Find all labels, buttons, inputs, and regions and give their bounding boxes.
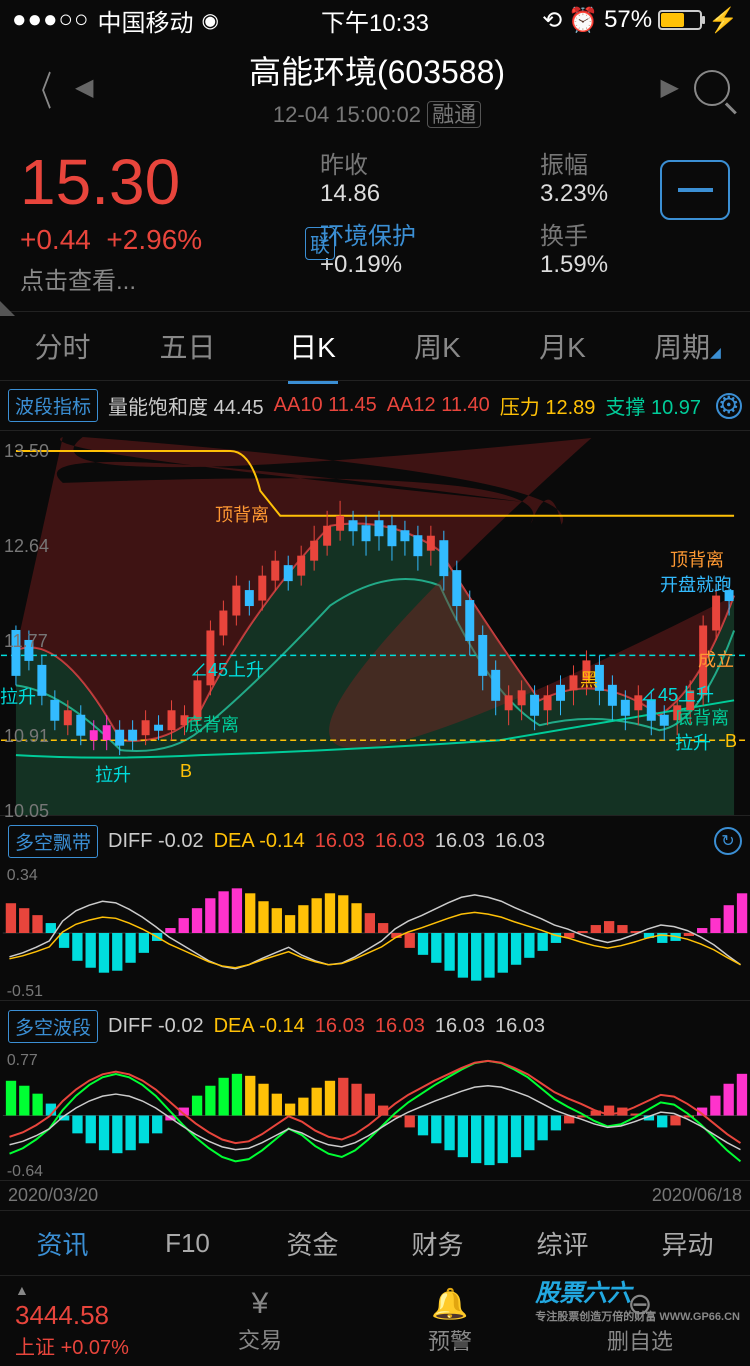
lock-icon: ⟲: [542, 6, 562, 35]
y-axis-label: 13.50: [4, 441, 49, 462]
quote-panel[interactable]: 15.30 +0.44 +2.96% 点击查看... 昨收14.86 振幅3.2…: [0, 135, 750, 311]
svg-text:-0.64: -0.64: [7, 1163, 43, 1180]
search-icon[interactable]: [694, 70, 730, 106]
sector-value: +0.19%: [320, 251, 510, 279]
bottom-tab-财务[interactable]: 财务: [375, 1225, 500, 1262]
sector-label[interactable]: 环境保护: [320, 216, 510, 251]
indicator-row: 波段指标 量能饱和度 44.45 AA10 11.45 AA12 11.40 压…: [0, 381, 750, 431]
stock-subtitle: 12-04 15:00:02 融通: [108, 97, 645, 129]
turnover-label: 换手: [540, 216, 730, 251]
svg-text:-0.51: -0.51: [7, 983, 43, 1000]
corner-expand-icon[interactable]: [0, 301, 15, 316]
price-change: +0.44 +2.96%: [20, 224, 300, 256]
timeframe-tabs: 分时五日日K周K月K周期◢: [0, 311, 750, 381]
chart-annotation: 顶背离: [215, 501, 269, 527]
support: 支撑 10.97: [605, 391, 701, 420]
status-time: 下午10:33: [254, 3, 496, 38]
tab-日K[interactable]: 日K: [250, 326, 375, 366]
tab-周期[interactable]: 周期◢: [625, 326, 750, 366]
chart-annotation: 顶背离: [670, 546, 724, 572]
battery-pct: 57%: [604, 6, 652, 34]
macd-chart-2[interactable]: 0.77 -0.64: [0, 1051, 750, 1181]
sub2-badge[interactable]: 多空波段: [8, 1010, 98, 1043]
chart-annotation: 拉升: [95, 761, 131, 787]
bottom-tab-异动[interactable]: 异动: [625, 1225, 750, 1262]
chart-annotation: 底背离: [675, 704, 729, 730]
bottom-tab-F10[interactable]: F10: [125, 1228, 250, 1259]
settings-icon[interactable]: [716, 393, 742, 419]
date-start: 2020/03/20: [8, 1185, 98, 1206]
turnover-value: 1.59%: [540, 251, 730, 279]
chart-annotation: 黑: [580, 666, 598, 692]
collapse-button[interactable]: [660, 160, 730, 220]
tab-五日[interactable]: 五日: [125, 326, 250, 366]
tab-分时[interactable]: 分时: [0, 326, 125, 366]
y-axis-label: 11.77: [4, 631, 48, 652]
chart-annotation: 成立: [698, 646, 734, 672]
bottom-tab-资金[interactable]: 资金: [250, 1225, 375, 1262]
price: 15.30: [20, 145, 300, 219]
tab-月K[interactable]: 月K: [500, 326, 625, 366]
chart-annotation: B: [180, 761, 192, 782]
chart-annotation: B: [725, 731, 737, 752]
refresh-icon[interactable]: ↻: [714, 827, 742, 855]
tab-周K[interactable]: 周K: [375, 326, 500, 366]
date-end: 2020/06/18: [652, 1185, 742, 1206]
sub1-badge[interactable]: 多空飘带: [8, 825, 98, 858]
prev-close-value: 14.86: [320, 180, 510, 208]
watermark-logo: 股票六六专注股票创造万倍的财富 WWW.GP66.CN: [535, 1273, 740, 1324]
signal-dots: ●●●○○: [12, 6, 89, 34]
chart-annotation: 拉升: [675, 729, 711, 755]
charge-icon: ⚡: [708, 6, 738, 35]
sub1-indicator-row: 多空飘带 DIFF -0.02 DEA -0.14 16.03 16.03 16…: [0, 816, 750, 866]
back-icon[interactable]: 〈: [28, 59, 52, 117]
prev-close-label: 昨收: [320, 145, 510, 180]
sub2-indicator-row: 多空波段 DIFF -0.02 DEA -0.14 16.03 16.03 16…: [0, 1001, 750, 1051]
footer-预警[interactable]: 🔔预警: [355, 1287, 545, 1356]
candlestick-chart[interactable]: 13.5012.6411.7710.9110.05顶背离∠45上升底背离拉升拉升…: [0, 431, 750, 816]
index-ticker[interactable]: ▲ 3444.58 上证 +0.07%: [15, 1282, 165, 1360]
alarm-icon: ⏰: [568, 6, 598, 35]
svg-text:0.34: 0.34: [7, 867, 38, 884]
stock-title: 高能环境(603588): [108, 47, 645, 93]
click-hint: 点击查看...: [20, 261, 300, 296]
pressure: 压力 12.89: [500, 391, 596, 420]
header: 〈 ◀ 高能环境(603588) 12-04 15:00:02 融通 ▶: [0, 40, 750, 135]
wifi-icon: ◉: [201, 8, 218, 33]
chart-annotation: 底背离: [185, 711, 239, 737]
aa10: AA10 11.45: [274, 394, 377, 417]
y-axis-label: 12.64: [4, 536, 49, 557]
status-bar: ●●●○○ 中国移动 ◉ 下午10:33 ⟲ ⏰ 57% ⚡: [0, 0, 750, 40]
chart-annotation: ∠45上升: [190, 656, 264, 682]
bottom-tabs: 资讯F10资金财务综评异动: [0, 1211, 750, 1276]
y-axis-label: 10.91: [4, 726, 49, 747]
chart-annotation: 拉升: [0, 683, 36, 709]
footer-交易[interactable]: ¥交易: [165, 1287, 355, 1356]
prev-stock-icon[interactable]: ◀: [60, 73, 108, 102]
y-axis-label: 10.05: [4, 801, 49, 822]
date-axis: 2020/03/20 2020/06/18: [0, 1181, 750, 1211]
bottom-tab-综评[interactable]: 综评: [500, 1225, 625, 1262]
carrier: 中国移动: [97, 3, 193, 38]
svg-text:0.77: 0.77: [7, 1052, 38, 1069]
aa12: AA12 11.40: [387, 394, 490, 417]
indicator-badge[interactable]: 波段指标: [8, 389, 98, 422]
bottom-tab-资讯[interactable]: 资讯: [0, 1225, 125, 1262]
lian-badge[interactable]: 联: [305, 227, 335, 260]
chart-annotation: 开盘就跑: [660, 571, 732, 597]
macd-chart-1[interactable]: 0.34 -0.51: [0, 866, 750, 1001]
vol-saturation: 量能饱和度 44.45: [108, 391, 264, 420]
next-stock-icon[interactable]: ▶: [646, 73, 694, 102]
